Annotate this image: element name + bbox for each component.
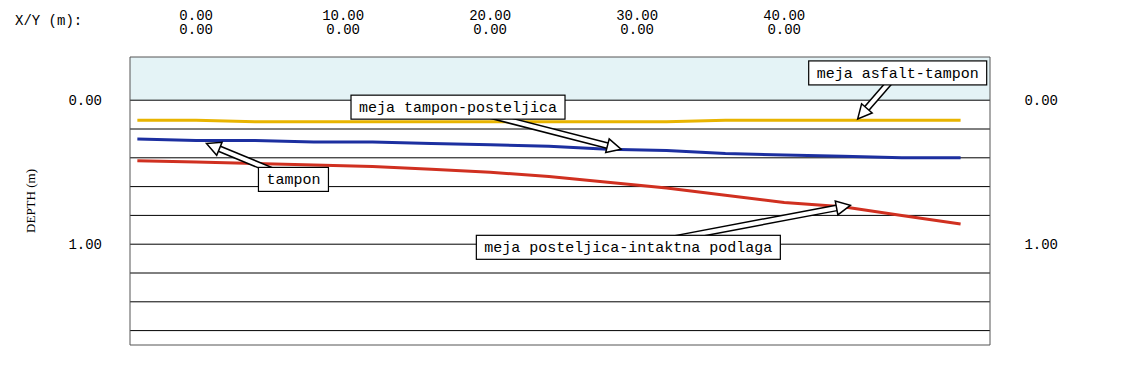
svg-text:40.00: 40.00 <box>763 8 806 24</box>
svg-text:0.00: 0.00 <box>179 22 213 38</box>
svg-text:0.00: 0.00 <box>326 22 360 38</box>
svg-text:meja posteljica-intaktna podla: meja posteljica-intaktna podlaga <box>484 240 772 257</box>
svg-text:30.00: 30.00 <box>616 8 659 24</box>
svg-text:0.00: 0.00 <box>473 22 507 38</box>
svg-text:0.00: 0.00 <box>767 22 801 38</box>
svg-text:20.00: 20.00 <box>469 8 512 24</box>
svg-text:1.00: 1.00 <box>1024 237 1058 253</box>
svg-text:meja tampon-posteljica: meja tampon-posteljica <box>359 100 557 117</box>
svg-text:0.00: 0.00 <box>68 93 102 109</box>
svg-text:DEPTH (m): DEPTH (m) <box>23 169 38 233</box>
svg-text:0.00: 0.00 <box>620 22 654 38</box>
svg-text:0.00: 0.00 <box>1024 93 1058 109</box>
svg-text:meja asfalt-tampon: meja asfalt-tampon <box>817 66 979 83</box>
html-text:X/Y (m):: X/Y (m): <box>15 13 83 29</box>
svg-text:1.00: 1.00 <box>68 237 102 253</box>
svg-text:tampon: tampon <box>266 172 320 189</box>
svg-text:10.00: 10.00 <box>322 8 365 24</box>
svg-text:0.00: 0.00 <box>179 8 213 24</box>
